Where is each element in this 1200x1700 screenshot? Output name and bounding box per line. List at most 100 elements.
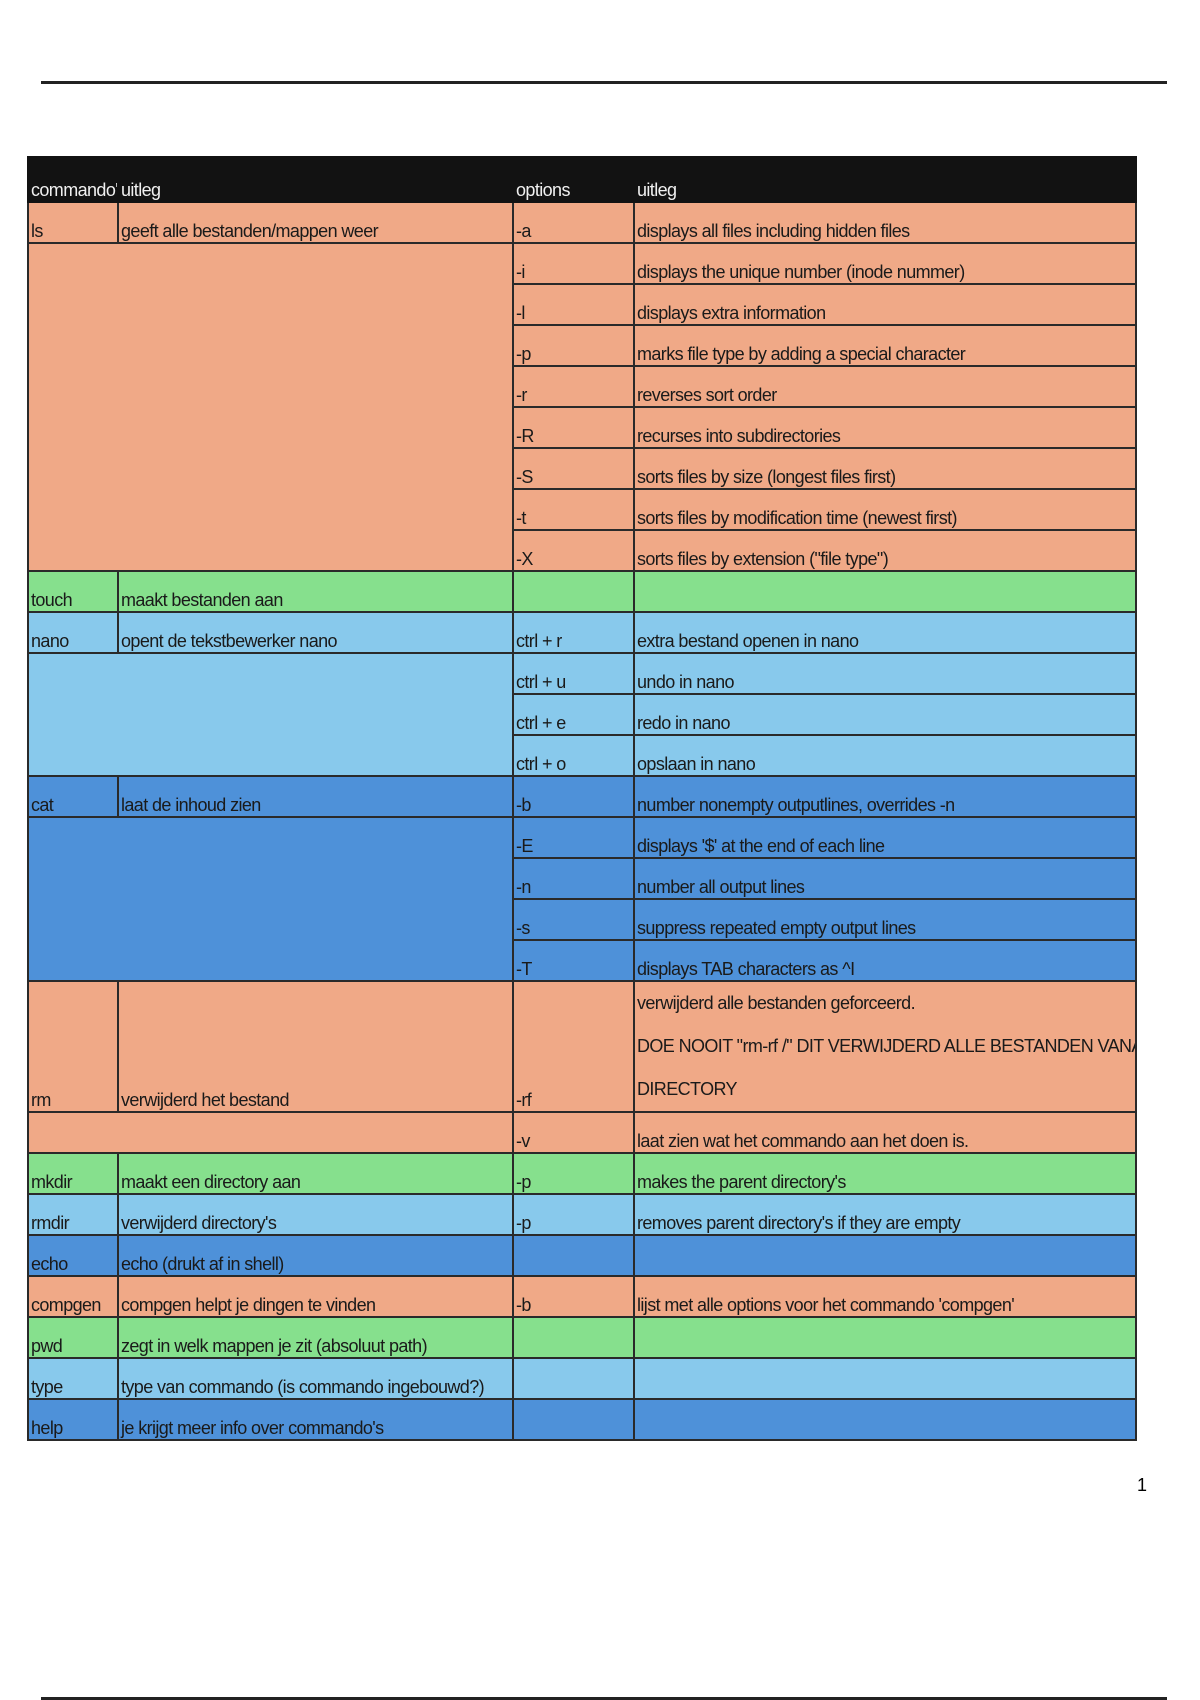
empty-cell bbox=[633, 1357, 1137, 1400]
empty-cell bbox=[633, 570, 1137, 613]
command: ls bbox=[27, 201, 119, 244]
description-line: verwijderd alle bestanden geforceerd. bbox=[637, 993, 916, 1013]
option: -S bbox=[512, 447, 635, 490]
table-row: ctrl + u undo in nano bbox=[27, 652, 1137, 777]
option-description: removes parent directory's if they are e… bbox=[633, 1193, 1137, 1236]
option: -X bbox=[512, 529, 635, 572]
option-description: opslaan in nano bbox=[633, 734, 1137, 777]
option-description: laat zien wat het commando aan het doen … bbox=[633, 1111, 1137, 1154]
header-cell: uitleg bbox=[633, 156, 1137, 203]
option-description: sorts files by modification time (newest… bbox=[633, 488, 1137, 531]
table-row: type type van commando (is commando ingeb… bbox=[27, 1357, 1137, 1400]
option-description: undo in nano bbox=[633, 652, 1137, 695]
empty-cell bbox=[512, 1398, 635, 1441]
table-row: echo echo (drukt af in shell) bbox=[27, 1234, 1137, 1277]
command: help bbox=[27, 1398, 119, 1441]
command: rm bbox=[27, 980, 119, 1113]
command: mkdir bbox=[27, 1152, 119, 1195]
option-description: sorts files by size (longest files first… bbox=[633, 447, 1137, 490]
command: pwd bbox=[27, 1316, 119, 1359]
page-number: 1 bbox=[1137, 1475, 1148, 1495]
option: -T bbox=[512, 939, 635, 982]
merged-cell bbox=[27, 242, 514, 572]
command-description: opent de tekstbewerker nano bbox=[117, 611, 514, 654]
option: -p bbox=[512, 1152, 635, 1195]
command: nano bbox=[27, 611, 119, 654]
option: -rf bbox=[512, 980, 635, 1113]
option-description: makes the parent directory's bbox=[633, 1152, 1137, 1195]
merged-cell bbox=[27, 652, 514, 777]
option-description: extra bestand openen in nano bbox=[633, 611, 1137, 654]
command: touch bbox=[27, 570, 119, 613]
merged-cell bbox=[27, 1111, 514, 1154]
option: ctrl + o bbox=[512, 734, 635, 777]
option: -b bbox=[512, 1275, 635, 1318]
option: -r bbox=[512, 365, 635, 408]
top-rule bbox=[41, 81, 1167, 84]
option: -t bbox=[512, 488, 635, 531]
header-cell: uitleg bbox=[117, 156, 514, 203]
table-row: cat laat de inhoud zien -b number nonempty … bbox=[27, 775, 1137, 818]
table-row: -v laat zien wat het commando aan het doe… bbox=[27, 1111, 1137, 1154]
table-row: rm verwijderd het bestand -rf verwijderd al… bbox=[27, 980, 1137, 1113]
table-row: mkdir maakt een directory aan -p makes the … bbox=[27, 1152, 1137, 1195]
merged-cell bbox=[27, 816, 514, 982]
option: -a bbox=[512, 201, 635, 244]
table-row: rmdir verwijderd directory's -p removes par… bbox=[27, 1193, 1137, 1236]
option-description: suppress repeated empty output lines bbox=[633, 898, 1137, 941]
option-description: displays the unique number (inode nummer… bbox=[633, 242, 1137, 285]
table-row: ls geeft alle bestanden/mappen weer -a disp… bbox=[27, 201, 1137, 244]
table-row: help je krijgt meer info over commando's bbox=[27, 1398, 1137, 1441]
bottom-rule bbox=[41, 1697, 1167, 1700]
command: type bbox=[27, 1357, 119, 1400]
command: cat bbox=[27, 775, 119, 818]
empty-cell bbox=[512, 1234, 635, 1277]
table-row: pwd zegt in welk mappen je zit (absoluut … bbox=[27, 1316, 1137, 1359]
option: -s bbox=[512, 898, 635, 941]
command-description: je krijgt meer info over commando's bbox=[117, 1398, 514, 1441]
option: -l bbox=[512, 283, 635, 326]
empty-cell bbox=[512, 570, 635, 613]
option-description: verwijderd alle bestanden geforceerd. DOE… bbox=[633, 980, 1137, 1113]
empty-cell bbox=[633, 1316, 1137, 1359]
command-description: maakt een directory aan bbox=[117, 1152, 514, 1195]
command-description: echo (drukt af in shell) bbox=[117, 1234, 514, 1277]
command-table: commando's uitleg options uitleg ls geeft… bbox=[27, 156, 1137, 1441]
table-body: ls geeft alle bestanden/mappen weer -a disp… bbox=[27, 201, 1137, 1441]
option-description: sorts files by extension ("file type") bbox=[633, 529, 1137, 572]
option: ctrl + u bbox=[512, 652, 635, 695]
option: ctrl + e bbox=[512, 693, 635, 736]
command-description: geeft alle bestanden/mappen weer bbox=[117, 201, 514, 244]
option-description: number nonempty outputlines, overrides -… bbox=[633, 775, 1137, 818]
command-description: verwijderd directory's bbox=[117, 1193, 514, 1236]
option: -E bbox=[512, 816, 635, 859]
option: -p bbox=[512, 324, 635, 367]
table-row: compgen compgen helpt je dingen te vinden… bbox=[27, 1275, 1137, 1318]
empty-cell bbox=[512, 1316, 635, 1359]
command-description: verwijderd het bestand bbox=[117, 980, 514, 1113]
header-cell: options bbox=[512, 156, 635, 203]
table-row: touch maakt bestanden aan bbox=[27, 570, 1137, 613]
header-row: commando's uitleg options uitleg bbox=[27, 156, 1137, 203]
command-description: zegt in welk mappen je zit (absoluut pat… bbox=[117, 1316, 514, 1359]
option-description: displays all files including hidden file… bbox=[633, 201, 1137, 244]
command: rmdir bbox=[27, 1193, 119, 1236]
option-description: displays TAB characters as ^I bbox=[633, 939, 1137, 982]
table-row: -l displays extra information bbox=[28, 283, 1137, 326]
option-description: recurses into subdirectories bbox=[633, 406, 1137, 449]
table-header: commando's uitleg options uitleg bbox=[27, 156, 1137, 203]
option: -v bbox=[512, 1111, 635, 1154]
option: -p bbox=[512, 1193, 635, 1236]
empty-cell bbox=[633, 1398, 1137, 1441]
option: -n bbox=[512, 857, 635, 900]
option-description: number all output lines bbox=[633, 857, 1137, 900]
option: -R bbox=[512, 406, 635, 449]
table-row: -E displays '$' at the end of each line bbox=[27, 816, 1137, 982]
option-description: displays extra information bbox=[633, 283, 1137, 326]
command: echo bbox=[27, 1234, 119, 1277]
header-cell: commando's bbox=[27, 156, 119, 203]
command: compgen bbox=[27, 1275, 119, 1318]
command-description: type van commando (is commando ingebouwd… bbox=[117, 1357, 514, 1400]
